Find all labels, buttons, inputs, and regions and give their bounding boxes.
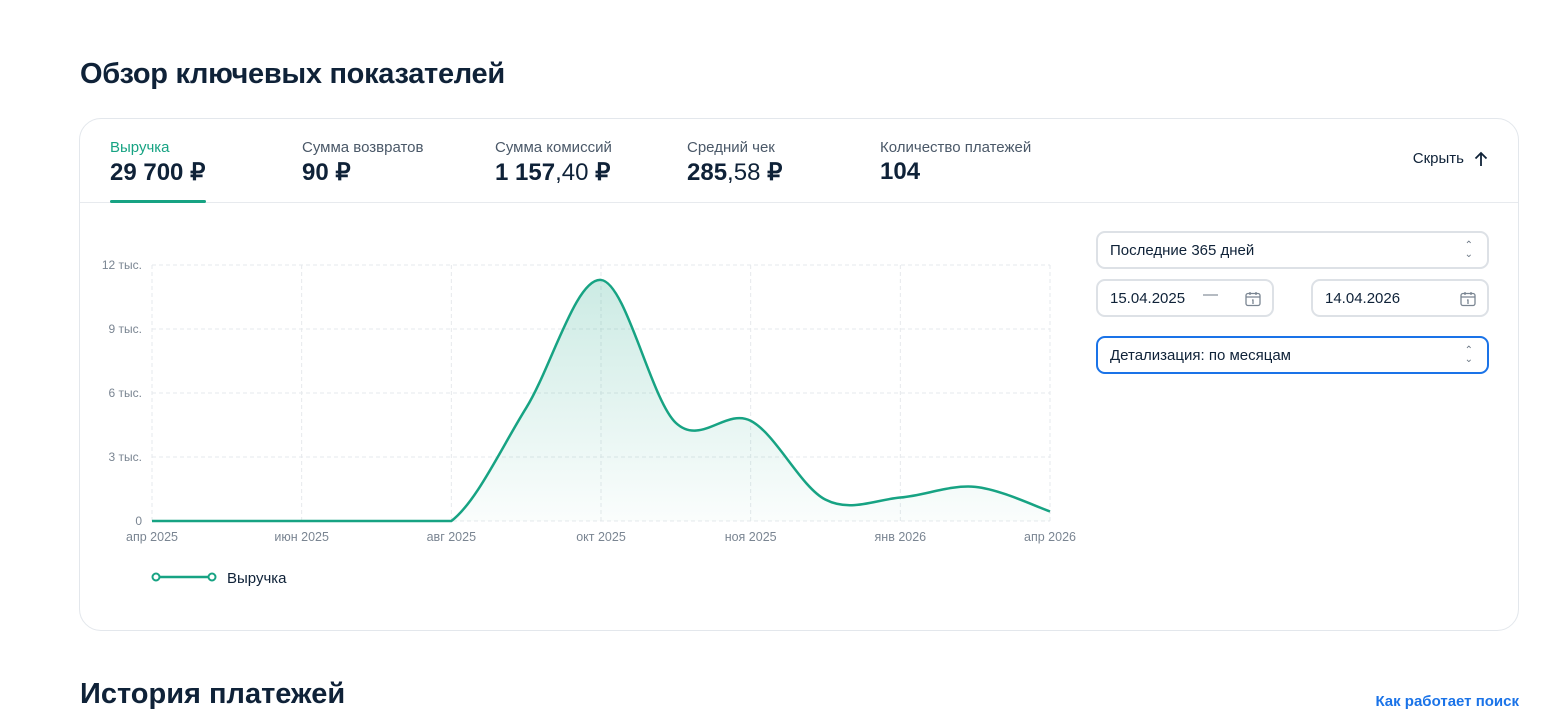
- calendar-icon[interactable]: [1459, 290, 1477, 308]
- tab-value: 90 ₽: [302, 159, 351, 186]
- x-tick-label: апр 2025: [126, 530, 178, 544]
- period-select[interactable]: Последние 365 дней ⌃ ⌄: [1096, 231, 1489, 269]
- detail-select[interactable]: Детализация: по месяцам ⌃ ⌄: [1096, 336, 1489, 374]
- tab-value: 1 157,40 ₽: [495, 159, 611, 186]
- x-tick-label: июн 2025: [274, 530, 329, 544]
- chevron-updown-icon: ⌃ ⌄: [1464, 345, 1473, 365]
- tab-label: Средний чек: [687, 139, 775, 156]
- y-tick-label: 9 тыс.: [109, 322, 142, 336]
- tab-label: Сумма возвратов: [302, 139, 424, 156]
- date-from-input[interactable]: 15.04.2025: [1096, 279, 1274, 317]
- tab-refunds[interactable]: Сумма возвратов 90 ₽: [302, 139, 424, 187]
- revenue-line: [151, 278, 1051, 523]
- hide-label: Скрыть: [1412, 150, 1464, 167]
- period-value: Последние 365 дней: [1110, 241, 1255, 259]
- tab-value: 104: [880, 158, 921, 185]
- date-from-value: 15.04.2025: [1110, 289, 1186, 307]
- legend-revenue[interactable]: Выручка: [151, 570, 288, 587]
- y-tick-label: 0: [135, 514, 142, 528]
- x-tick-label: апр 2026: [1024, 530, 1076, 544]
- calendar-icon[interactable]: [1244, 290, 1262, 308]
- x-tick-label: ноя 2025: [725, 530, 777, 544]
- revenue-area: [152, 279, 1050, 521]
- page-title: Обзор ключевых показателей: [80, 58, 505, 90]
- payments-history-title: История платежей: [80, 678, 346, 710]
- tab-value: 285,58 ₽: [687, 159, 783, 186]
- x-tick-label: окт 2025: [576, 530, 626, 544]
- tab-commissions[interactable]: Сумма комиссий 1 157,40 ₽: [495, 139, 612, 187]
- tab-label: Количество платежей: [880, 139, 1032, 156]
- hide-button[interactable]: Скрыть: [1413, 150, 1488, 167]
- tab-payments-count[interactable]: Количество платежей 104: [880, 139, 1031, 186]
- arrow-up-icon: [1474, 151, 1488, 166]
- date-separator: —: [1203, 286, 1218, 303]
- search-help-link[interactable]: Как работает поиск: [1375, 693, 1519, 710]
- y-tick-label: 6 тыс.: [109, 386, 142, 400]
- kpi-card: Выручка 29 700 ₽ Сумма возвратов 90 ₽ Су…: [79, 118, 1519, 631]
- tab-label: Сумма комиссий: [495, 139, 612, 156]
- legend-label: Выручка: [227, 570, 287, 587]
- date-to-value: 14.04.2026: [1325, 289, 1401, 307]
- revenue-chart: 0 3 тыс. 6 тыс. 9 тыс. 12 тыс. апр 2025 июн 20…: [102, 258, 1076, 587]
- y-tick-label: 3 тыс.: [109, 450, 142, 464]
- tab-value: 29 700 ₽: [110, 159, 206, 186]
- legend-marker: [207, 572, 217, 582]
- kpi-tabs: Выручка 29 700 ₽ Сумма возвратов 90 ₽ Су…: [80, 119, 1518, 203]
- chevron-updown-icon: ⌃ ⌄: [1464, 240, 1473, 260]
- date-to-input[interactable]: 14.04.2026: [1311, 279, 1489, 317]
- x-tick-label: янв 2026: [875, 530, 927, 544]
- tab-average-check[interactable]: Средний чек 285,58 ₽: [687, 139, 782, 187]
- y-tick-label: 12 тыс.: [102, 258, 142, 272]
- x-tick-label: авг 2025: [427, 530, 476, 544]
- detail-value: Детализация: по месяцам: [1110, 346, 1291, 364]
- legend-marker: [151, 572, 161, 582]
- tab-label: Выручка: [110, 139, 170, 156]
- tab-revenue[interactable]: Выручка 29 700 ₽: [110, 139, 207, 203]
